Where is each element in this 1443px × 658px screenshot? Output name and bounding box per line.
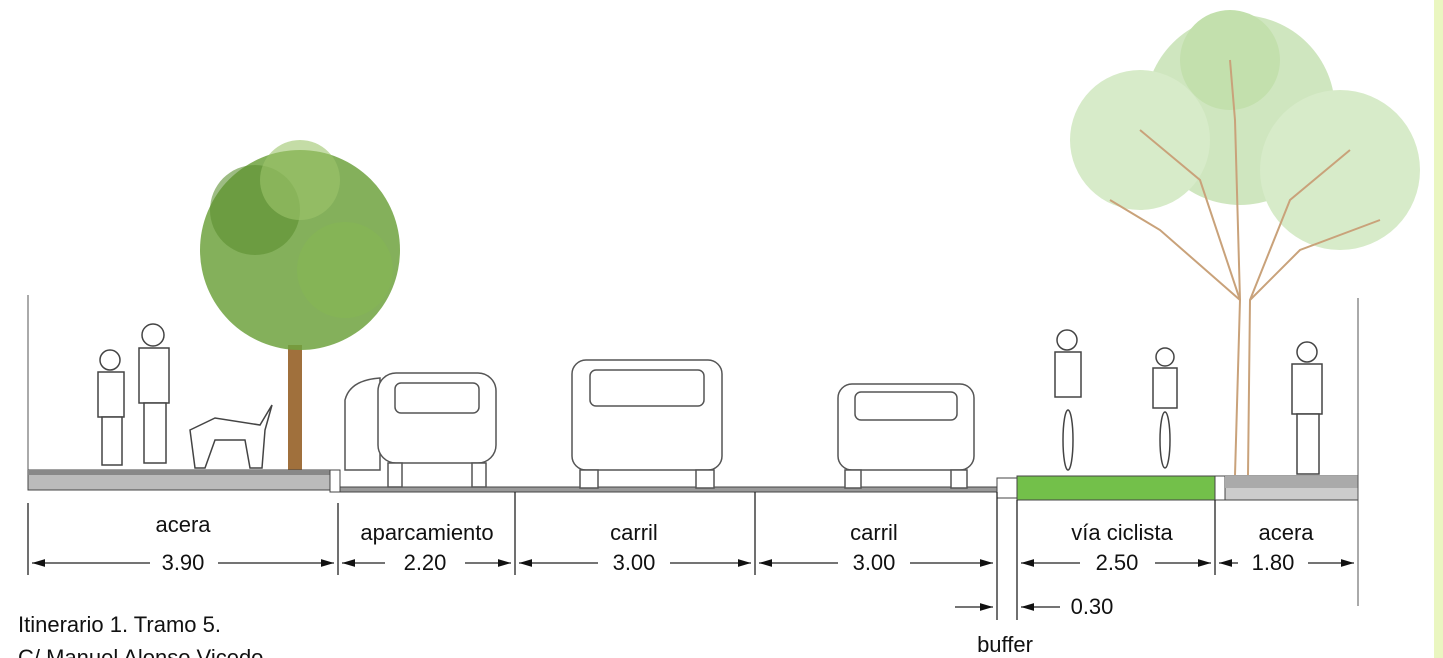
segment-label: aparcamiento: [360, 520, 493, 545]
segment-width: 1.80: [1252, 550, 1295, 575]
segment-width: 3.00: [613, 550, 656, 575]
segment-width: 2.20: [404, 550, 447, 575]
page: Sección de calle {"segments": [ {"label"…: [0, 0, 1443, 658]
caption-line: C/ Manuel Alonso Vicedo: [18, 645, 263, 658]
segment-label: carril: [610, 520, 658, 545]
street-section: acera 3.90 aparcamiento 2.20 carril 3.00…: [0, 0, 1443, 658]
cars: [345, 360, 974, 488]
segment-label: carril: [850, 520, 898, 545]
dimension-lines: [28, 492, 1354, 620]
cyclists: [1055, 330, 1177, 470]
body: acera 3.90 aparcamiento 2.20 carril 3.00…: [0, 0, 1443, 658]
frame-border: [1434, 0, 1443, 658]
segment-label: buffer: [977, 632, 1033, 657]
segment-label: vía ciclista: [1071, 520, 1173, 545]
labels: acera 3.90 aparcamiento 2.20 carril 3.00…: [18, 512, 1314, 658]
segment-width: 2.50: [1096, 550, 1139, 575]
caption-line: Itinerario 1. Tramo 5.: [18, 612, 221, 637]
tree-right: [1070, 10, 1420, 475]
segment-label: acera: [1258, 520, 1314, 545]
segment-width: 3.00: [853, 550, 896, 575]
segment-width: 3.90: [162, 550, 205, 575]
segment-width: 0.30: [1071, 594, 1114, 619]
segment-label: acera: [155, 512, 211, 537]
